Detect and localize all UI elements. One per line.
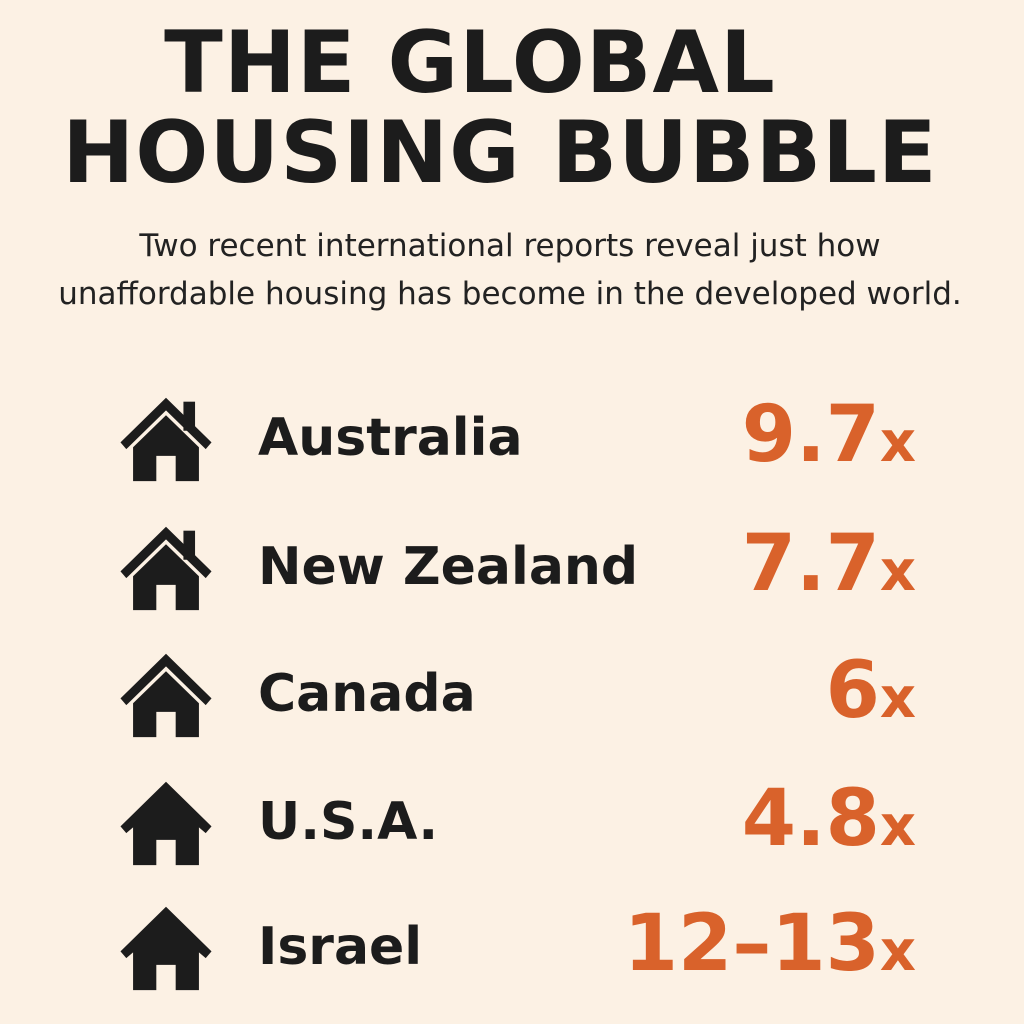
value-suffix: x [879, 794, 916, 859]
subtitle: Two recent international reports reveal … [58, 228, 962, 312]
value-suffix: x [879, 919, 916, 984]
country-row: New Zealand 7.7x [0, 515, 1024, 625]
value-number: 12–13 [623, 899, 880, 989]
price-to-income-value: 4.8x [742, 774, 916, 872]
value-number: 6 [825, 646, 880, 736]
house-chimney-icon [120, 397, 212, 482]
country-row: U.S.A. 4.8x [0, 770, 1024, 880]
price-to-income-value: 6x [826, 646, 916, 744]
country-name: Israel [258, 917, 423, 977]
house-chimney-icon [120, 526, 212, 611]
country-name: New Zealand [258, 537, 639, 597]
price-to-income-value: 7.7x [742, 519, 916, 617]
country-row: Israel 12–13x [0, 895, 1024, 1005]
country-row: Canada 6x [0, 642, 1024, 752]
value-number: 4.8 [741, 774, 880, 864]
price-to-income-value: 12–13x [624, 899, 916, 997]
country-name: Canada [258, 664, 476, 724]
house-icon [120, 781, 212, 866]
house-icon [120, 906, 212, 991]
price-to-income-value: 9.7x [742, 390, 916, 488]
country-row: Australia 9.7x [0, 386, 1024, 496]
value-number: 9.7 [741, 390, 880, 480]
value-suffix: x [879, 666, 916, 731]
value-suffix: x [879, 410, 916, 475]
value-number: 7.7 [741, 519, 880, 609]
house-icon [120, 653, 212, 738]
value-suffix: x [879, 539, 916, 604]
country-name: Australia [258, 408, 523, 468]
title-line-1: THE GLOBAL [164, 13, 776, 113]
title-line-2: HOUSING BUBBLE [62, 103, 938, 203]
country-name: U.S.A. [258, 792, 439, 852]
